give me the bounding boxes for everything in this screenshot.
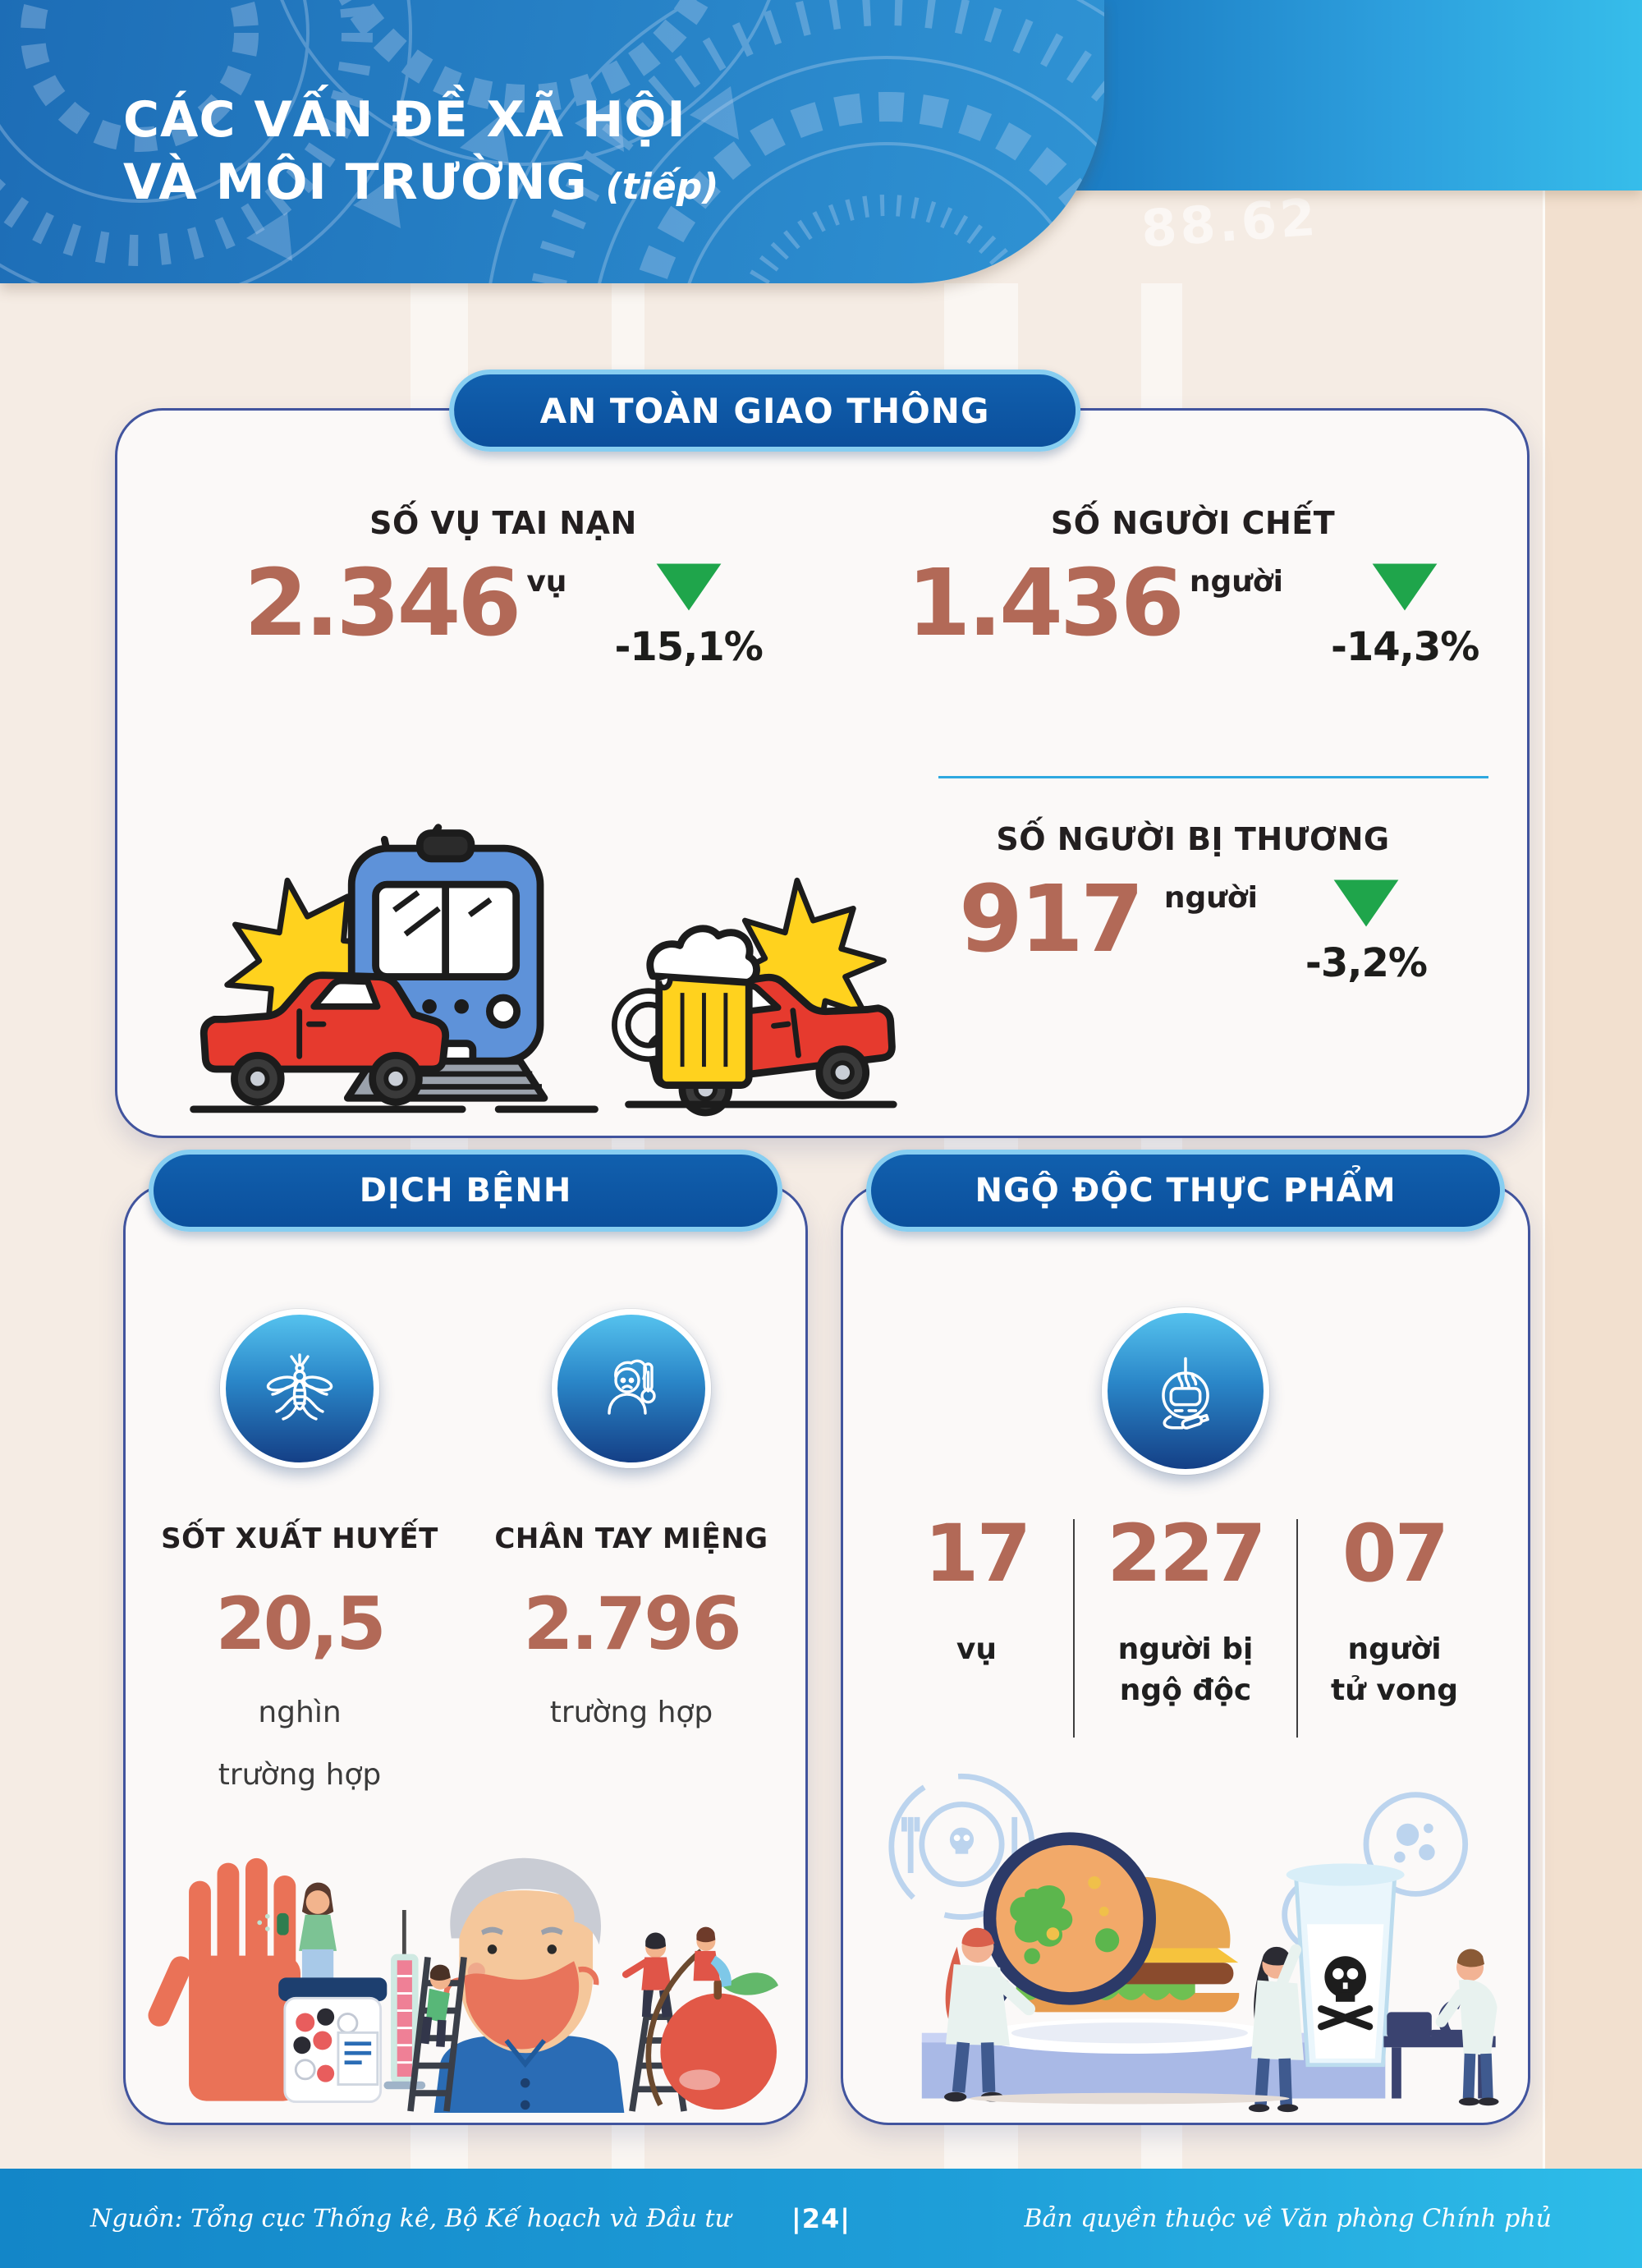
dengue-column: SỐT XUẤT HUYẾT 20,5 nghìn trường hợp — [134, 1309, 466, 1806]
dengue-unit-line2: trường hợp — [218, 1757, 382, 1792]
down-triangle-icon — [1333, 879, 1399, 927]
fatal-label-line2: tử vong — [1331, 1673, 1459, 1708]
injuries-value: 917 — [959, 866, 1144, 973]
page-title: CÁC VẤN ĐỀ XÃ HỘI VÀ MÔI TRƯỜNG (tiếp) — [123, 89, 718, 218]
fever-person-icon — [552, 1309, 711, 1468]
traffic-safety-card: AN TOÀN GIAO THÔNG SỐ VỤ TAI NẠN 2.346 v… — [115, 370, 1530, 1138]
epidemics-card: DỊCH BỆNH SỐT XUẤ — [123, 1150, 808, 2125]
food-poisoning-icon — [1102, 1307, 1269, 1475]
page-footer: Nguồn: Tổng cục Thống kê, Bộ Kế hoạch và… — [0, 2169, 1642, 2268]
food-poisoning-title: NGỘ ĐỘC THỰC PHẨM — [975, 1172, 1397, 1210]
page-title-line1: CÁC VẤN ĐỀ XÃ HỘI — [123, 91, 686, 149]
mosquito-icon — [220, 1309, 379, 1468]
food-poisoning-card: NGỘ ĐỘC THỰC PHẨM — [841, 1150, 1530, 2125]
footer-page-number: |24| — [791, 2202, 851, 2234]
footer-source: Nguồn: Tổng cục Thống kê, Bộ Kế hoạch và… — [90, 2204, 731, 2233]
deaths-unit: người — [1189, 565, 1283, 599]
poisoned-column: 227 người bị ngộ độc — [1075, 1514, 1296, 1761]
fatal-column: 07 người tử vong — [1298, 1514, 1491, 1761]
poisoned-label-line1: người bị — [1117, 1632, 1254, 1666]
injuries-stat: 917 người -3,2% — [889, 866, 1497, 986]
stat-divider — [1296, 1519, 1299, 1738]
page-title-line2: VÀ MÔI TRƯỜNG (tiếp) — [123, 154, 719, 211]
dongson-drum-pattern-icon — [0, 0, 1104, 283]
injuries-label: SỐ NGƯỜI BỊ THƯƠNG — [996, 821, 1390, 857]
food-poisoning-stats: 17 vụ 227 người bị ngộ độc 07 người — [880, 1514, 1491, 1761]
traffic-safety-title: AN TOÀN GIAO THÔNG — [539, 390, 990, 431]
deaths-value: 1.436 — [906, 550, 1185, 657]
food-poisoning-title-pill: NGỘ ĐỘC THỰC PHẨM — [866, 1150, 1505, 1232]
page-header: CÁC VẤN ĐỀ XÃ HỘI VÀ MÔI TRƯỜNG (tiếp) — [0, 0, 1642, 283]
epidemics-title: DỊCH BỆNH — [359, 1172, 572, 1210]
hfmd-value: 2.796 — [523, 1582, 741, 1666]
accidents-value: 2.346 — [244, 550, 521, 657]
accidents-stat: 2.346 vụ -15,1% — [158, 550, 848, 670]
epidemics-title-pill: DỊCH BỆNH — [149, 1150, 782, 1232]
accidents-change: -15,1% — [614, 624, 763, 670]
dengue-label: SỐT XUẤT HUYẾT — [161, 1522, 438, 1555]
stat-divider — [1072, 1519, 1075, 1738]
dengue-value: 20,5 — [215, 1582, 386, 1666]
accidents-label: SỐ VỤ TAI NẠN — [369, 505, 637, 541]
hfmd-unit-line1: trường hợp — [549, 1696, 713, 1729]
cases-label: vụ — [880, 1629, 1073, 1670]
accidents-unit: vụ — [526, 565, 567, 599]
fatal-value: 07 — [1342, 1508, 1450, 1600]
fatal-label: người tử vong — [1298, 1629, 1491, 1712]
traffic-safety-title-pill: AN TOÀN GIAO THÔNG — [448, 370, 1081, 452]
poisoned-label: người bị ngộ độc — [1075, 1629, 1296, 1712]
disease-prevention-illustration — [148, 1857, 778, 2113]
background-right-strip — [1543, 191, 1642, 2169]
poisoned-value: 227 — [1107, 1508, 1266, 1600]
poisoned-label-line2: ngộ độc — [1119, 1673, 1252, 1708]
dengue-units: nghìn trường hợp — [218, 1682, 382, 1806]
fatal-label-line1: người — [1347, 1632, 1442, 1666]
injuries-change: -3,2% — [1305, 940, 1428, 986]
injuries-unit: người — [1163, 881, 1258, 915]
footer-copyright: Bản quyền thuộc về Văn phòng Chính phủ — [1024, 2204, 1552, 2233]
header-swoosh — [0, 0, 1104, 283]
hfmd-column: CHÂN TAY MIỆNG 2.796 trường hợp — [466, 1309, 797, 1806]
deaths-label: SỐ NGƯỜI CHẾT — [1050, 505, 1336, 541]
hfmd-label: CHÂN TAY MIỆNG — [494, 1522, 768, 1555]
hfmd-units: trường hợp — [550, 1682, 713, 1744]
down-triangle-icon — [656, 563, 722, 611]
traffic-card-divider — [938, 776, 1488, 778]
traffic-accident-illustration — [190, 824, 897, 1117]
deaths-change: -14,3% — [1330, 624, 1479, 670]
deaths-stat: 1.436 người -14,3% — [889, 550, 1497, 670]
cases-column: 17 vụ — [880, 1514, 1073, 1761]
down-triangle-icon — [1372, 563, 1438, 611]
page-title-note: (tiếp) — [605, 166, 719, 208]
food-inspection-illustration — [888, 1773, 1499, 2113]
cases-value: 17 — [924, 1508, 1032, 1600]
cases-label-line1: vụ — [956, 1632, 998, 1666]
dengue-unit-line1: nghìn — [258, 1696, 342, 1729]
